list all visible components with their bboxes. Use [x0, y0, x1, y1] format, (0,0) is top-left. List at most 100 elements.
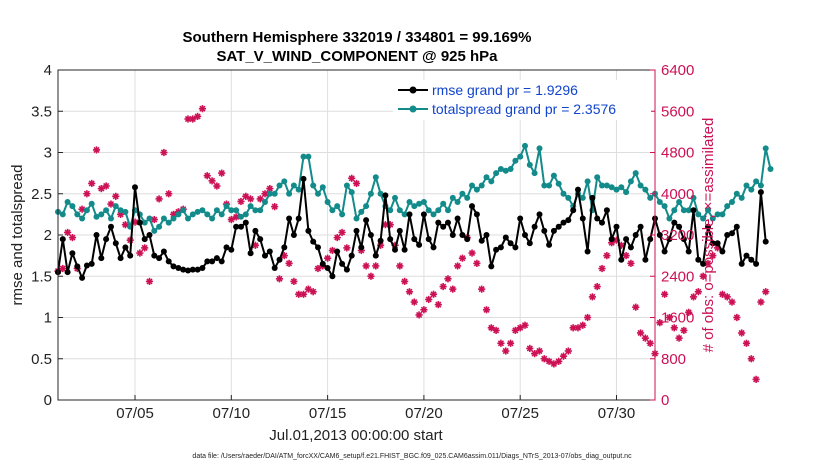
totalspread-point	[493, 170, 500, 177]
obs-count-point	[641, 334, 649, 342]
rmse-point	[594, 215, 601, 222]
obs-count-point	[203, 172, 211, 180]
obs-marker-stroke	[603, 252, 610, 259]
obs-marker-stroke	[753, 376, 760, 383]
obs-count-point	[362, 262, 370, 270]
totalspread-point	[454, 199, 461, 205]
obs-marker-stroke	[666, 314, 673, 321]
legend-box	[393, 80, 651, 120]
totalspread-point	[88, 200, 95, 207]
rmse-point	[93, 232, 100, 238]
totalspread-point	[353, 215, 360, 222]
obs-marker-stroke	[261, 190, 269, 197]
totalspread-point	[189, 211, 196, 218]
y-tick-label: 0.5	[31, 351, 52, 368]
totalspread-point	[305, 153, 312, 160]
obs-marker-stroke	[512, 327, 519, 334]
obs-marker-stroke	[589, 293, 596, 300]
y2-tick-label: 2400	[661, 268, 694, 285]
totalspread-point	[743, 182, 750, 189]
obs-marker-stroke	[536, 347, 543, 355]
rmse-point	[709, 240, 716, 247]
totalspread-point	[449, 194, 456, 201]
totalspread-point	[733, 190, 740, 197]
totalspread-point	[642, 186, 649, 193]
rmse-point	[642, 256, 649, 263]
rmse-point	[209, 258, 216, 265]
obs-count-point	[526, 344, 534, 353]
obs-marker-stroke	[266, 185, 273, 192]
rmse-point	[671, 219, 678, 226]
obs-marker-stroke	[286, 260, 293, 267]
obs-marker-stroke	[661, 291, 668, 298]
rmse-point	[165, 258, 172, 265]
obs-marker-stroke	[483, 306, 490, 313]
obs-count-point	[232, 213, 240, 221]
y2-tick-label: 5600	[661, 103, 694, 120]
chart-title-line1: Southern Hemisphere 332019 / 334801 = 99…	[183, 29, 532, 46]
obs-marker-stroke	[757, 298, 765, 306]
rmse-point	[218, 258, 225, 265]
rmse-point	[425, 236, 432, 243]
rmse-point	[724, 232, 731, 238]
rmse-point	[565, 217, 572, 224]
totalspread-point	[83, 207, 90, 214]
obs-marker-stroke	[724, 293, 731, 300]
rmse-point	[74, 263, 81, 270]
obs-count-point	[502, 347, 510, 355]
rmse-point	[454, 215, 461, 222]
rmse-point	[295, 215, 302, 222]
totalspread-point	[276, 182, 283, 189]
totalspread-point	[608, 184, 615, 191]
totalspread-point	[406, 199, 413, 205]
rmse-point	[656, 232, 663, 238]
rmse-point	[575, 186, 581, 193]
totalspread-point	[584, 178, 591, 185]
obs-marker-stroke	[233, 213, 240, 221]
totalspread-point	[459, 190, 466, 197]
y2-tick-label: 1600	[661, 310, 694, 327]
obs-marker-stroke	[704, 260, 712, 267]
obs-marker-stroke	[247, 195, 254, 202]
rmse-point	[729, 230, 735, 237]
obs-count-point	[661, 290, 669, 298]
y2-tick-label: 4800	[661, 145, 694, 162]
obs-marker-stroke	[314, 265, 322, 272]
obs-count-point	[429, 290, 438, 298]
obs-marker-stroke	[570, 324, 577, 331]
totalspread-point	[469, 182, 475, 189]
rmse-point	[151, 252, 158, 259]
totalspread-point	[175, 211, 182, 218]
rmse-point	[435, 219, 442, 226]
totalspread-point	[526, 161, 533, 168]
totalspread-point	[79, 215, 86, 222]
obs-count-point	[468, 249, 476, 257]
obs-marker-stroke	[594, 283, 601, 290]
obs-marker-stroke	[290, 278, 297, 285]
totalspread-point	[546, 182, 553, 189]
obs-marker-stroke	[700, 273, 707, 280]
obs-marker-stroke	[671, 324, 678, 331]
totalspread-point	[281, 178, 288, 185]
rmse-point	[262, 252, 268, 259]
rmse-point	[483, 232, 490, 238]
x-tick-label: 07/15	[309, 405, 347, 422]
obs-marker-stroke	[93, 146, 100, 154]
totalspread-point	[483, 174, 490, 181]
obs-count-point	[593, 282, 601, 291]
totalspread-point	[64, 199, 71, 205]
obs-marker-stroke	[271, 203, 278, 210]
obs-marker-stroke	[406, 288, 413, 295]
rmse-point	[676, 223, 683, 230]
obs-marker-stroke	[199, 105, 206, 112]
totalspread-point	[579, 194, 586, 201]
rmse-point	[204, 258, 211, 265]
rmse-point	[194, 266, 201, 273]
totalspread-point	[411, 203, 418, 210]
totalspread-point	[358, 208, 365, 215]
obs-count-point	[699, 272, 707, 280]
totalspread-point	[300, 153, 307, 160]
rmse-point	[512, 244, 519, 251]
rmse-point	[112, 240, 119, 247]
obs-count-point	[598, 264, 606, 273]
